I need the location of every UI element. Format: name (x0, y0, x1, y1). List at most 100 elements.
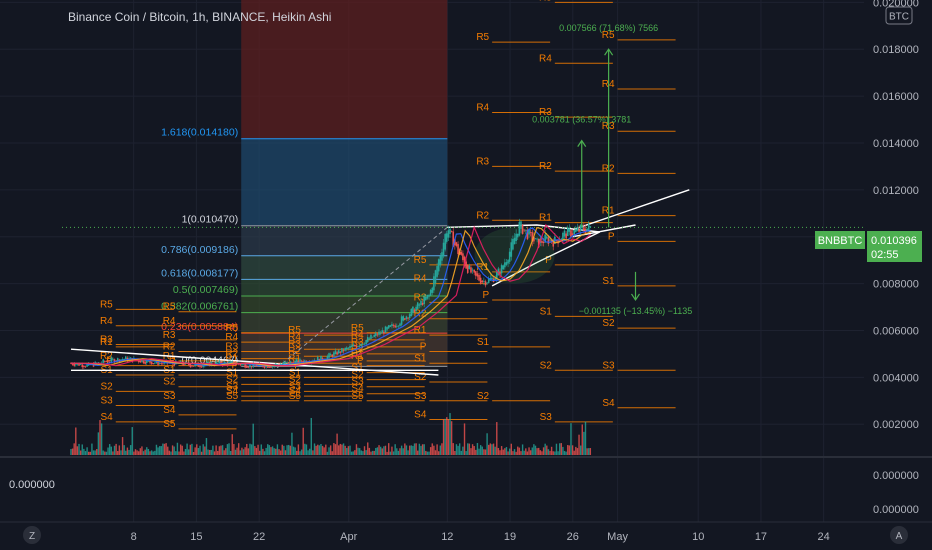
candle-body[interactable] (73, 364, 75, 366)
candle-body[interactable] (154, 362, 156, 364)
candle-body[interactable] (579, 225, 582, 231)
candle-body[interactable] (533, 237, 535, 242)
fibonacci-retracement[interactable]: 1.618(0.014180) 1(0.010470) 0.786(0.009186… (161, 0, 448, 367)
candle-body[interactable] (452, 231, 455, 247)
candle-body[interactable] (294, 360, 296, 364)
candle-body[interactable] (349, 345, 351, 349)
candle-body[interactable] (345, 347, 348, 350)
candle-body[interactable] (104, 361, 106, 362)
candle-body[interactable] (113, 359, 116, 363)
candle-body[interactable] (287, 362, 290, 365)
candle-body[interactable] (137, 359, 140, 362)
candle-body[interactable] (342, 350, 345, 352)
candle-body[interactable] (504, 262, 506, 268)
candle-body[interactable] (404, 318, 406, 320)
candle-body[interactable] (428, 294, 430, 297)
candle-body[interactable] (358, 345, 361, 347)
candle-body[interactable] (502, 265, 505, 270)
candle-body[interactable] (563, 230, 566, 237)
candle-body[interactable] (576, 227, 579, 231)
candle-body[interactable] (523, 229, 526, 231)
candle-body[interactable] (513, 237, 516, 245)
candle-body[interactable] (207, 361, 209, 364)
candle-body[interactable] (160, 363, 163, 365)
candle-body[interactable] (392, 325, 395, 326)
candle-body[interactable] (383, 331, 385, 334)
candle-body[interactable] (370, 334, 372, 339)
candle-body[interactable] (476, 273, 479, 277)
candle-body[interactable] (108, 361, 111, 363)
candle-body[interactable] (76, 363, 79, 365)
candle-body[interactable] (412, 306, 414, 313)
candle-body[interactable] (250, 365, 253, 368)
candle-body[interactable] (478, 274, 480, 281)
candle-body[interactable] (337, 350, 340, 354)
diagonal-dashed[interactable] (276, 226, 448, 369)
candle-body[interactable] (512, 239, 514, 250)
candle-body[interactable] (271, 365, 274, 368)
candle-body[interactable] (241, 364, 243, 365)
candle-body[interactable] (142, 360, 145, 364)
candle-body[interactable] (229, 361, 232, 363)
candle-body[interactable] (341, 347, 343, 353)
candle-body[interactable] (415, 306, 417, 311)
candle-body[interactable] (183, 363, 185, 366)
candle-body[interactable] (139, 360, 142, 363)
candle-body[interactable] (549, 239, 551, 241)
candle-body[interactable] (410, 308, 413, 317)
zoom-left-button[interactable] (23, 526, 41, 544)
candle-body[interactable] (84, 366, 87, 368)
auto-scale-button[interactable] (890, 526, 908, 544)
candle-body[interactable] (487, 278, 490, 283)
candle-body[interactable] (426, 294, 429, 299)
candle-body[interactable] (528, 229, 530, 235)
candle-body[interactable] (442, 242, 445, 257)
candle-body[interactable] (466, 264, 469, 273)
candle-body[interactable] (531, 232, 534, 242)
candle-body[interactable] (402, 316, 405, 321)
candle-body[interactable] (494, 278, 496, 281)
candle-body[interactable] (239, 363, 242, 366)
candle-body[interactable] (249, 364, 251, 368)
candle-body[interactable] (329, 354, 332, 356)
candle-body[interactable] (534, 238, 537, 240)
candle-body[interactable] (365, 340, 367, 344)
candle-body[interactable] (266, 366, 269, 368)
candle-body[interactable] (334, 350, 337, 355)
candle-body[interactable] (537, 238, 540, 248)
candle-body[interactable] (484, 281, 487, 286)
candle-body[interactable] (218, 360, 221, 363)
candle-body[interactable] (483, 280, 485, 282)
candle-body[interactable] (486, 282, 488, 284)
candle-body[interactable] (418, 304, 421, 306)
candle-body[interactable] (470, 267, 472, 273)
candle-body[interactable] (110, 357, 113, 362)
candle-body[interactable] (295, 359, 298, 363)
candle-body[interactable] (371, 336, 374, 338)
candle-body[interactable] (331, 354, 334, 357)
candle-body[interactable] (516, 233, 519, 238)
candle-body[interactable] (413, 309, 416, 313)
candle-body[interactable] (436, 266, 438, 277)
candle-body[interactable] (449, 228, 451, 234)
candle-body[interactable] (391, 324, 393, 327)
candle-body[interactable] (589, 226, 592, 228)
candle-body[interactable] (505, 262, 508, 265)
candle-body[interactable] (552, 241, 555, 247)
candle-body[interactable] (465, 261, 467, 269)
candle-body[interactable] (191, 365, 193, 367)
candle-body[interactable] (460, 251, 463, 255)
candle-body[interactable] (555, 240, 558, 242)
candle-body[interactable] (275, 363, 277, 366)
candle-body[interactable] (336, 352, 338, 355)
candle-body[interactable] (121, 359, 124, 361)
candle-body[interactable] (575, 229, 577, 233)
candle-body[interactable] (129, 357, 132, 359)
candle-body[interactable] (333, 352, 335, 356)
candle-body[interactable] (479, 277, 482, 284)
candle-body[interactable] (521, 225, 524, 234)
candle-body[interactable] (231, 361, 234, 363)
candle-body[interactable] (571, 233, 574, 235)
candle-body[interactable] (407, 317, 409, 319)
candle-body[interactable] (354, 345, 356, 347)
